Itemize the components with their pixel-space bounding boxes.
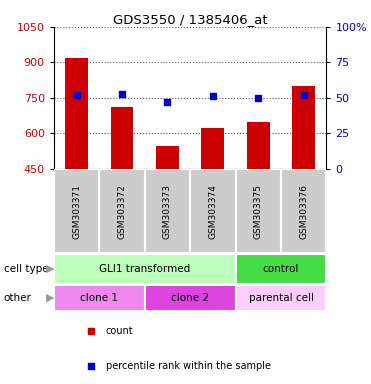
Text: GSM303371: GSM303371 [72, 184, 81, 239]
Text: clone 2: clone 2 [171, 293, 209, 303]
Text: cell type: cell type [4, 264, 48, 274]
Text: other: other [4, 293, 32, 303]
Bar [65, 58, 88, 169]
Text: clone 1: clone 1 [80, 293, 118, 303]
Bar [190, 169, 236, 253]
Text: control: control [263, 264, 299, 274]
Point [301, 92, 307, 98]
Bar [111, 108, 133, 169]
Text: GSM303373: GSM303373 [163, 184, 172, 239]
Bar [236, 285, 326, 311]
Text: ▶: ▶ [46, 264, 54, 274]
Bar [145, 285, 236, 311]
Bar [201, 127, 224, 169]
Text: ▶: ▶ [46, 293, 54, 303]
Point [73, 92, 79, 98]
Text: GSM303376: GSM303376 [299, 184, 308, 239]
Bar [54, 169, 99, 253]
Text: percentile rank within the sample: percentile rank within the sample [106, 361, 271, 371]
Bar [281, 169, 326, 253]
Point [255, 95, 261, 101]
Bar [54, 254, 236, 283]
Point [164, 99, 170, 105]
Text: parental cell: parental cell [249, 293, 313, 303]
Point [88, 328, 94, 334]
Text: GSM303375: GSM303375 [254, 184, 263, 239]
Title: GDS3550 / 1385406_at: GDS3550 / 1385406_at [113, 13, 267, 26]
Bar [236, 169, 281, 253]
Point [119, 91, 125, 97]
Bar [145, 169, 190, 253]
Bar [99, 169, 145, 253]
Text: GSM303374: GSM303374 [209, 184, 217, 238]
Bar [247, 122, 270, 169]
Text: GLI1 transformed: GLI1 transformed [99, 264, 190, 274]
Bar [292, 86, 315, 169]
Point [210, 93, 216, 99]
Bar [54, 285, 145, 311]
Point [88, 363, 94, 369]
Text: GSM303372: GSM303372 [118, 184, 127, 238]
Text: count: count [106, 326, 133, 336]
Bar [156, 146, 179, 169]
Bar [236, 254, 326, 283]
